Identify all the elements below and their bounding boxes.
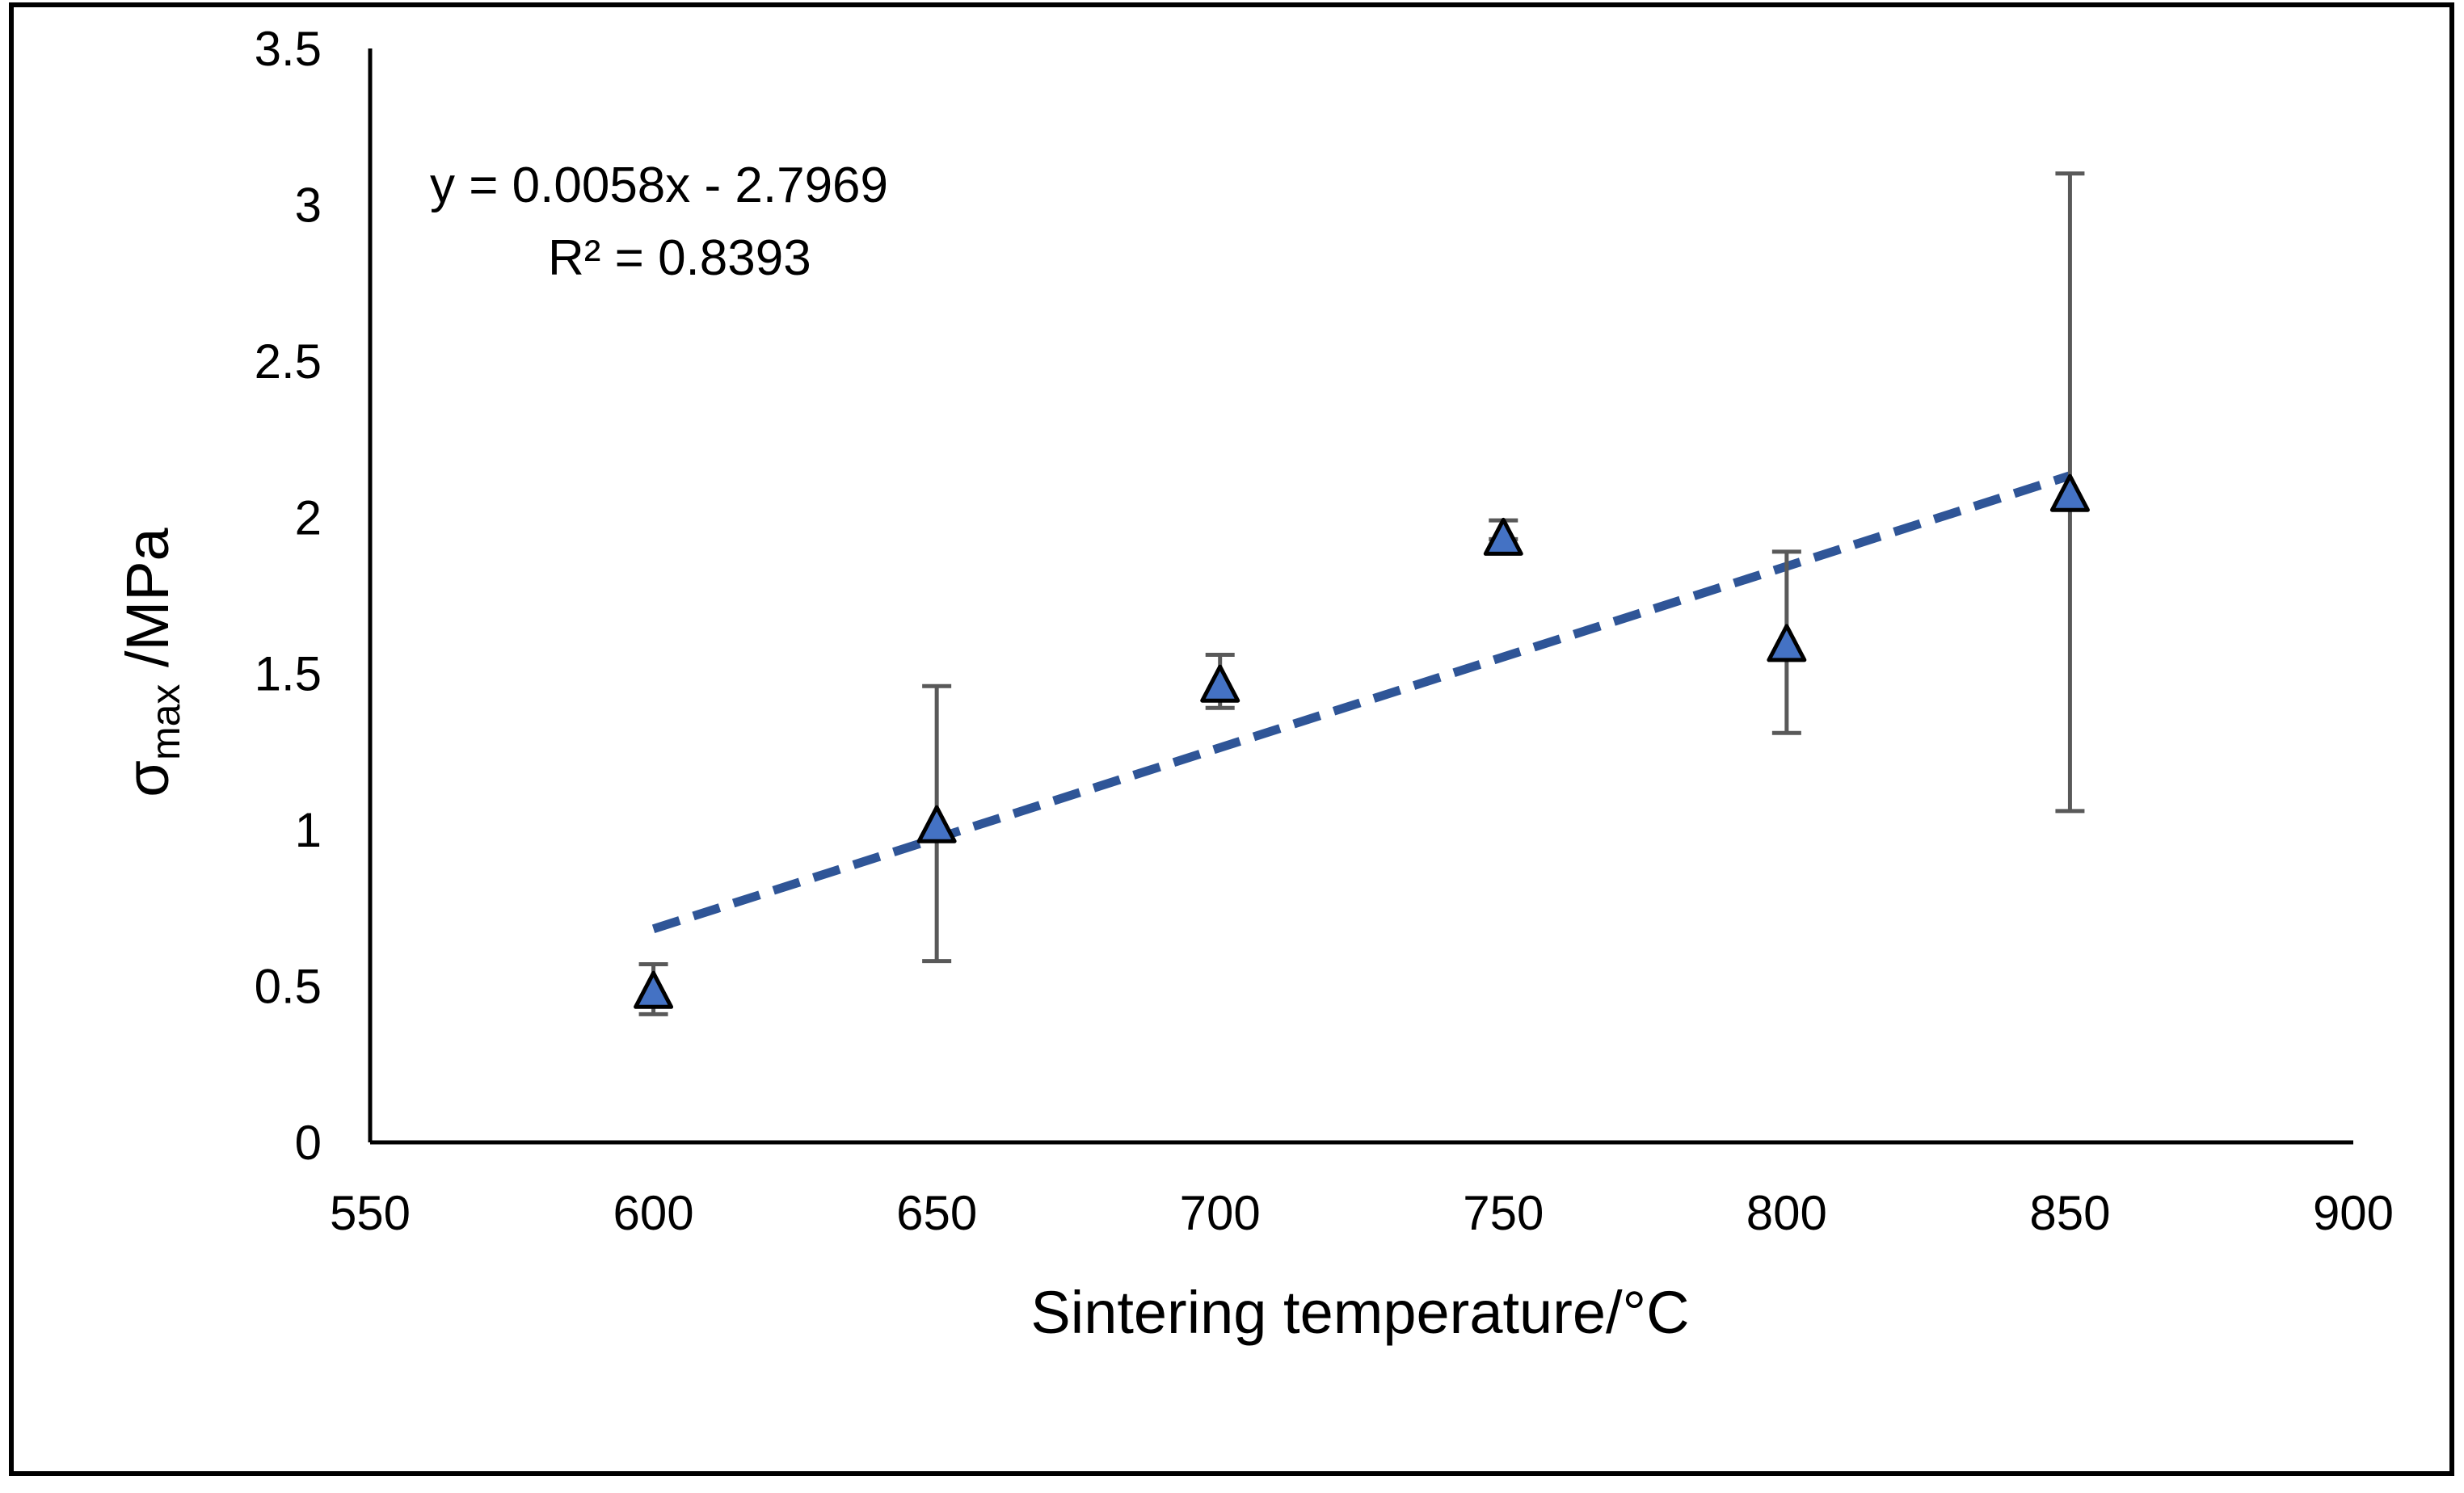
x-tick-label: 800: [1746, 1186, 1827, 1240]
trendline: [651, 471, 2072, 933]
data-markers: [634, 473, 2090, 1009]
error-bars: [638, 171, 2085, 1016]
data-point-triangle: [1483, 517, 1523, 556]
data-point-triangle: [1200, 664, 1240, 703]
y-tick-label: 0.5: [255, 960, 322, 1014]
y-tick-label: 2.5: [255, 334, 322, 389]
trendline-group: [651, 471, 2072, 933]
x-tick-label: 750: [1463, 1186, 1544, 1240]
x-tick-label: 900: [2313, 1186, 2394, 1240]
x-tick-labels: 550 600 650 700 750 800 850 900: [330, 1186, 2394, 1240]
data-point-triangle: [1767, 624, 1807, 662]
y-tick-label: 3.5: [255, 22, 322, 76]
x-tick-label: 600: [613, 1186, 694, 1240]
data-point-triangle: [634, 970, 674, 1009]
trendline-equation: y = 0.0058x - 2.7969: [430, 158, 888, 213]
y-tick-label: 0: [295, 1116, 322, 1170]
y-axis-title-subscript: max: [143, 684, 188, 760]
x-tick-label: 550: [330, 1186, 411, 1240]
trendline-r-squared: R² = 0.8393: [548, 230, 811, 286]
y-tick-label: 3: [295, 178, 322, 232]
y-tick-labels: 0 0.5 1 1.5 2 2.5 3 3.5: [255, 22, 322, 1170]
x-axis-title: Sintering temperature/°C: [1030, 1279, 1689, 1346]
y-tick-label: 1: [295, 803, 322, 857]
y-tick-label: 2: [295, 490, 322, 545]
x-tick-label: 700: [1180, 1186, 1261, 1240]
y-axis-title: σmax /MPa: [114, 527, 188, 797]
x-tick-label: 850: [2029, 1186, 2110, 1240]
data-point-triangle: [2049, 473, 2090, 512]
chart-border: [9, 2, 2454, 1476]
y-axis-title-unit: /MPa: [114, 527, 181, 683]
data-point-triangle: [916, 805, 957, 843]
y-tick-label: 1.5: [255, 647, 322, 701]
y-axis-title-symbol: σ: [114, 760, 181, 797]
axes-group: [368, 48, 2353, 1145]
x-tick-label: 650: [896, 1186, 977, 1240]
